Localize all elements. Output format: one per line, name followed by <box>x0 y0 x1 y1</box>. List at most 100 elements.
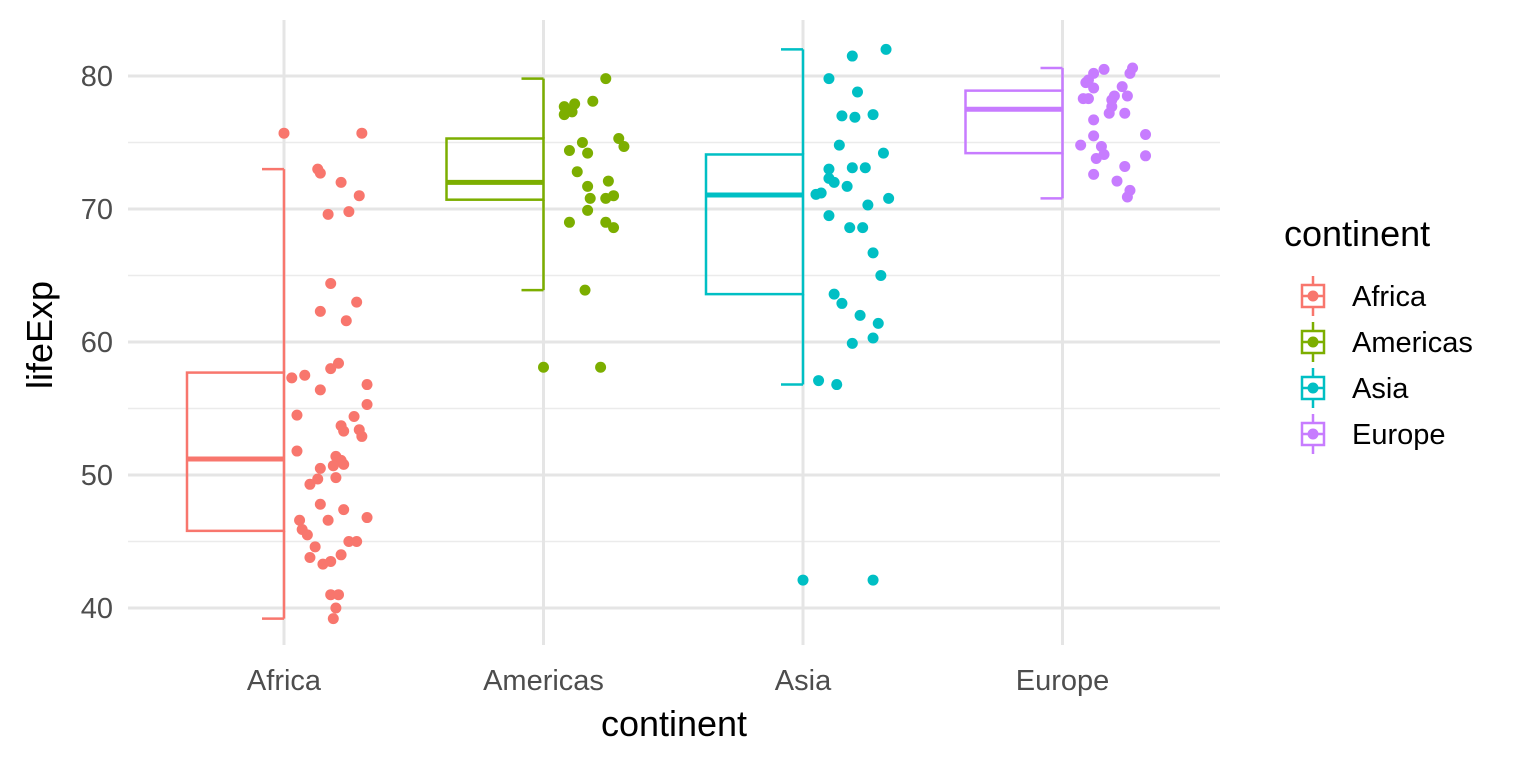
data-point <box>857 222 869 234</box>
data-point <box>810 188 822 200</box>
data-point <box>582 180 594 192</box>
data-point <box>846 50 858 62</box>
data-point <box>823 210 835 222</box>
data-point <box>1090 152 1102 164</box>
data-point <box>844 222 856 234</box>
data-point <box>1103 107 1115 119</box>
data-point <box>566 106 578 118</box>
data-point <box>294 514 306 526</box>
data-point <box>291 409 303 421</box>
data-point <box>278 127 290 139</box>
data-point <box>584 192 596 204</box>
legend-point-icon <box>1307 428 1319 440</box>
data-point <box>314 498 326 510</box>
data-point <box>301 529 313 541</box>
x-tick-label: Europe <box>1016 665 1110 697</box>
data-point <box>1140 150 1152 162</box>
data-point <box>823 73 835 85</box>
data-point <box>1111 175 1123 187</box>
data-point <box>1121 90 1133 102</box>
data-point <box>340 315 352 327</box>
data-point <box>587 95 599 107</box>
data-point <box>351 536 363 547</box>
data-point <box>538 361 549 373</box>
data-point <box>309 541 321 553</box>
data-point <box>322 514 334 526</box>
data-point <box>304 551 316 563</box>
data-point <box>877 147 889 159</box>
box-americas <box>445 137 545 201</box>
x-tick-label: Asia <box>775 665 832 697</box>
legend-key-asia <box>1300 368 1326 408</box>
data-point <box>595 361 607 373</box>
data-point <box>1119 160 1131 172</box>
data-point <box>828 288 840 300</box>
data-point <box>1075 139 1087 151</box>
data-point <box>325 277 337 289</box>
data-point <box>327 613 339 625</box>
data-point <box>836 297 848 309</box>
data-point <box>1088 114 1100 126</box>
data-point <box>600 73 612 85</box>
data-point <box>314 462 326 474</box>
x-tick-label: Americas <box>483 665 604 697</box>
data-point <box>797 574 809 586</box>
data-point <box>332 357 344 369</box>
x-axis-ticks: Africa Americas Asia Europe <box>247 665 1109 697</box>
y-tick-label: 80 <box>81 61 113 93</box>
data-point <box>831 379 843 391</box>
data-point <box>836 110 848 122</box>
data-point <box>335 549 347 561</box>
data-point <box>314 305 326 317</box>
data-point <box>348 410 360 422</box>
data-point <box>1088 168 1100 180</box>
data-point <box>828 176 840 188</box>
data-point <box>851 86 863 98</box>
data-point <box>304 478 316 490</box>
legend-key-americas <box>1300 322 1326 362</box>
x-axis-label: continent <box>601 703 747 744</box>
data-point <box>867 247 879 259</box>
data-point <box>361 512 373 524</box>
data-point <box>1124 67 1136 79</box>
legend-point-icon <box>1307 336 1319 348</box>
data-point <box>602 175 614 187</box>
data-point <box>867 332 879 344</box>
grid <box>128 20 1220 645</box>
data-point <box>1088 130 1100 142</box>
data-point <box>813 375 825 387</box>
data-point <box>338 425 350 437</box>
y-tick-label: 60 <box>81 327 113 359</box>
legend: continent Africa Americas Asia Europe <box>1284 213 1473 454</box>
data-point <box>338 504 350 516</box>
data-point <box>332 589 344 601</box>
data-point <box>613 133 625 145</box>
data-point <box>317 558 329 570</box>
data-point <box>327 460 339 472</box>
legend-point-icon <box>1307 290 1319 302</box>
legend-point-icon <box>1307 382 1319 394</box>
legend-title: continent <box>1284 213 1430 254</box>
data-point <box>361 379 373 391</box>
legend-label: Asia <box>1352 373 1409 405</box>
data-point <box>841 180 853 192</box>
data-point <box>867 109 879 121</box>
data-point <box>325 589 337 601</box>
legend-label: Africa <box>1352 281 1427 313</box>
data-point <box>872 317 884 329</box>
data-point <box>1119 107 1131 119</box>
data-point <box>880 43 892 55</box>
legend-label: Americas <box>1352 327 1473 359</box>
y-axis-ticks: 40 50 60 70 80 <box>81 61 113 625</box>
data-point <box>1082 93 1094 105</box>
data-point <box>314 384 326 396</box>
data-point <box>330 602 342 614</box>
data-point <box>862 199 874 211</box>
data-point <box>325 363 337 375</box>
data-point <box>846 162 858 174</box>
data-point <box>1088 82 1100 94</box>
legend-label: Europe <box>1352 419 1446 451</box>
box-asia <box>704 153 805 296</box>
data-point <box>312 473 324 485</box>
